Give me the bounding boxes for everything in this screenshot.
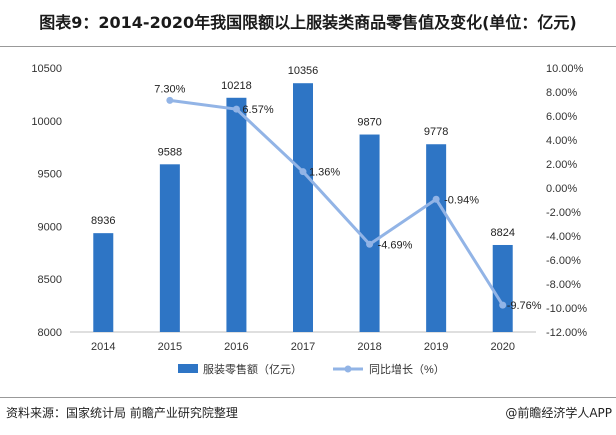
right-tick-label: 4.00%: [546, 135, 577, 147]
growth-label: -4.69%: [378, 239, 413, 251]
bar-value-label: 8824: [490, 227, 514, 239]
right-tick-label: 2.00%: [546, 159, 577, 171]
x-tick-label: 2017: [291, 341, 315, 353]
growth-point: [232, 105, 240, 113]
line-series: 7.30% 6.57% 1.36% -4.69% -0.94% -9.76%: [154, 83, 542, 312]
bar: [293, 83, 313, 333]
right-tick-label: 6.00%: [546, 111, 577, 123]
growth-line: [169, 98, 504, 306]
bar: [492, 244, 513, 332]
chart-title: 图表9：2014-2020年我国限额以上服装类商品零售值及变化(单位：亿元): [39, 13, 577, 32]
growth-label: 6.57%: [242, 104, 273, 116]
legend-line-marker: [344, 365, 352, 373]
left-tick-label: 10000: [31, 116, 62, 128]
growth-label: 1.36%: [309, 167, 340, 179]
growth-label: -0.94%: [444, 194, 479, 206]
growth-point: [499, 301, 507, 309]
bar-value-label: 8936: [91, 215, 115, 227]
left-axis: 8000 8500 9000 9500 10000 10500: [31, 63, 62, 339]
x-tick-label: 2019: [424, 341, 448, 353]
left-tick-label: 10500: [31, 63, 62, 75]
chart-area: 8000 8500 9000 9500 10000 10500 -12.00% -10.00…: [31, 63, 587, 376]
right-tick-label: -10.00%: [546, 303, 587, 315]
bar: [426, 144, 447, 332]
x-tick-label: 2015: [158, 341, 182, 353]
right-tick-label: -8.00%: [546, 279, 581, 291]
growth-point: [166, 96, 174, 104]
left-tick-label: 9500: [38, 169, 62, 181]
growth-label: 7.30%: [154, 83, 185, 95]
x-tick-label: 2016: [224, 341, 248, 353]
left-tick-label: 9000: [38, 221, 62, 233]
legend-line-label: 同比增长（%）: [369, 362, 445, 376]
x-axis: 2014 2015 2016 2017 2018 2019 2020: [70, 331, 536, 353]
brand-credit: @前瞻经济学人APP: [505, 406, 612, 420]
bar-value-label: 9778: [424, 126, 448, 138]
legend: 服装零售额（亿元） 同比增长（%）: [178, 362, 445, 376]
legend-bar-swatch: [178, 364, 198, 373]
title-divider: [0, 46, 616, 47]
x-tick-label: 2018: [357, 341, 381, 353]
x-tick-label: 2014: [91, 341, 115, 353]
bar-value-label: 9870: [357, 117, 381, 129]
bar: [93, 233, 114, 332]
bar-value-label: 10356: [288, 65, 319, 77]
right-axis: -12.00% -10.00% -8.00% -6.00% -4.00% -2.00% 0.…: [546, 63, 587, 339]
growth-point: [366, 240, 374, 248]
right-tick-label: 10.00%: [546, 63, 584, 75]
bar: [159, 164, 180, 332]
right-tick-label: -4.00%: [546, 231, 581, 243]
source-note: 资料来源：国家统计局 前瞻产业研究院整理: [6, 406, 238, 420]
right-tick-label: -12.00%: [546, 327, 587, 339]
bar-value-label: 9588: [158, 146, 182, 158]
bar-series: 8936 9588 10218 10356 9870 9778 8824: [91, 65, 515, 333]
bar-value-label: 10218: [221, 80, 252, 92]
right-tick-label: -6.00%: [546, 255, 581, 267]
bar: [226, 97, 247, 332]
legend-bar-label: 服装零售额（亿元）: [203, 362, 302, 376]
bar: [359, 134, 380, 332]
right-tick-label: -2.00%: [546, 207, 581, 219]
left-tick-label: 8500: [38, 274, 62, 286]
growth-point: [432, 195, 440, 203]
left-tick-label: 8000: [38, 327, 62, 339]
x-tick-label: 2020: [490, 341, 514, 353]
footer-divider: [0, 397, 616, 398]
growth-point: [299, 168, 307, 176]
right-tick-label: 0.00%: [546, 183, 577, 195]
growth-label: -9.76%: [507, 300, 542, 312]
right-tick-label: 8.00%: [546, 87, 577, 99]
